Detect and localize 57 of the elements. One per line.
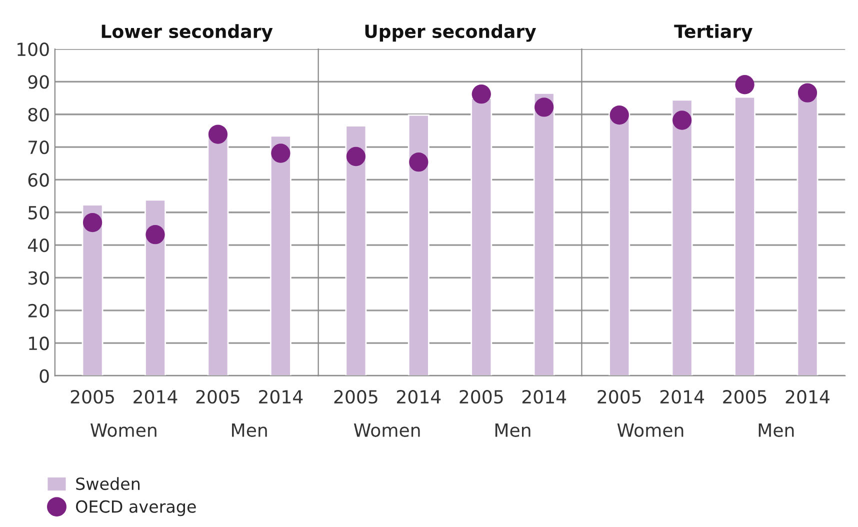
bar: [533, 92, 555, 376]
y-tick-label: 80: [28, 108, 49, 122]
legend-label: OECD average: [76, 500, 196, 516]
legend-label: Sweden: [76, 477, 140, 490]
point: [208, 124, 228, 144]
point: [271, 144, 290, 163]
y-tick-label: 90: [28, 75, 49, 89]
point: [409, 152, 428, 172]
text: Women: [354, 424, 420, 437]
chart-title: Upper secondary: [365, 24, 536, 42]
y-tick-label: 70: [28, 140, 49, 154]
y-tick-label: 0: [40, 369, 49, 383]
x-tick-label: 2014: [660, 390, 704, 404]
y-tick-label: 10: [29, 336, 49, 350]
bar: [345, 125, 367, 376]
point: [346, 146, 366, 166]
point: [798, 83, 818, 102]
y-tick-label: 50: [28, 206, 49, 220]
bar: [408, 114, 430, 376]
x-tick-label: 2005: [70, 390, 114, 404]
x-tick-label: 2014: [134, 390, 178, 404]
bar: [671, 99, 693, 376]
y-tick-label: 30: [28, 271, 49, 285]
point: [146, 225, 165, 244]
chart-title: Lower secondary: [102, 24, 273, 42]
y-tick-label: 40: [28, 238, 49, 252]
x-tick-label: 2005: [460, 390, 503, 404]
y-tick-label: 100: [18, 42, 49, 56]
bar: [734, 96, 756, 376]
x-tick-label: 2014: [397, 390, 441, 404]
bar: [796, 89, 818, 376]
point: [472, 84, 491, 104]
bar: [270, 135, 292, 376]
x-tick-label: 2014: [786, 390, 830, 404]
point: [82, 212, 102, 232]
text: Men: [758, 424, 794, 437]
x-tick-label: 2014: [259, 390, 303, 404]
x-tick-label: 2005: [723, 390, 766, 404]
x-tick-label: 2005: [334, 390, 378, 404]
point: [735, 75, 754, 94]
point: [610, 105, 629, 125]
point: [534, 98, 554, 117]
bar: [470, 98, 492, 376]
text: Men: [495, 424, 530, 437]
text: Women: [90, 424, 156, 437]
text: Women: [617, 424, 684, 437]
bar: [608, 111, 630, 376]
bar: [82, 204, 104, 376]
text: Men: [232, 424, 267, 437]
bar: [144, 199, 166, 376]
x-tick-label: 2005: [598, 390, 641, 404]
x-tick-label: 2014: [522, 390, 566, 404]
y-tick-label: 20: [28, 304, 49, 318]
y-tick-label: 60: [28, 173, 49, 187]
chart-title: Tertiary: [674, 24, 752, 42]
x-tick-label: 2005: [196, 390, 240, 404]
point: [672, 110, 692, 130]
